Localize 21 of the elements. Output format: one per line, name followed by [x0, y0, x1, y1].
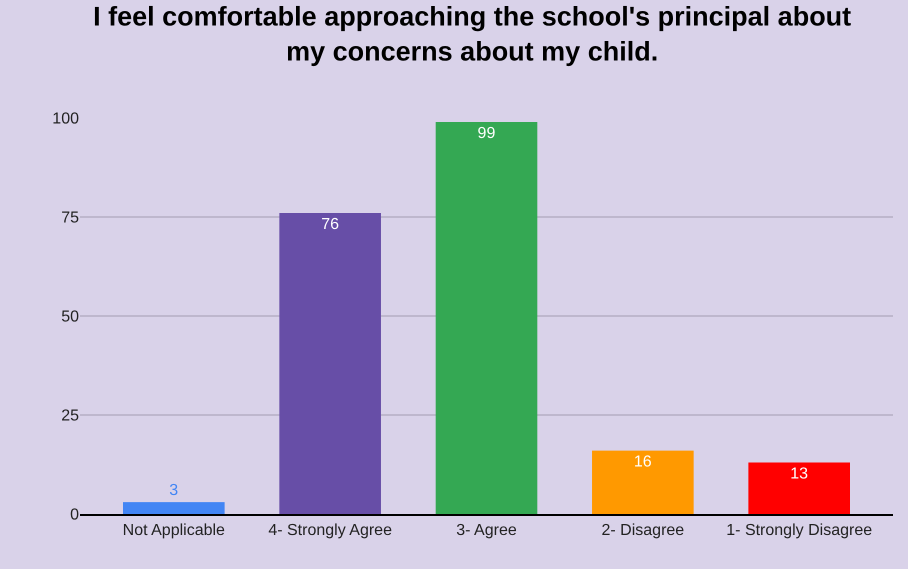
bar	[436, 122, 538, 514]
y-tick-label: 75	[61, 210, 80, 227]
data-label: 13	[790, 466, 808, 483]
data-label: 76	[321, 216, 340, 234]
bar	[279, 213, 381, 514]
y-tick-label: 50	[61, 308, 80, 326]
x-tick-label: 4- Strongly Agree	[268, 522, 392, 539]
x-tick-label: 1- Strongly Disagree	[726, 522, 872, 539]
y-tick-label: 25	[61, 408, 80, 425]
y-tick-label: 0	[70, 506, 80, 524]
x-tick-label: 3- Agree	[456, 522, 517, 539]
bar	[123, 502, 225, 514]
chart-title: I feel comfortable approaching the school's principal about my concerns about my child.	[93, 2, 852, 67]
bar	[592, 450, 694, 514]
data-label: 99	[478, 124, 496, 142]
data-label: 16	[634, 454, 652, 471]
bar	[748, 462, 850, 514]
x-tick-label: 2- Disagree	[602, 522, 684, 539]
y-tick-label: 100	[52, 110, 80, 128]
x-tick-label: Not Applicable	[122, 522, 226, 539]
data-label: 3	[169, 482, 178, 500]
